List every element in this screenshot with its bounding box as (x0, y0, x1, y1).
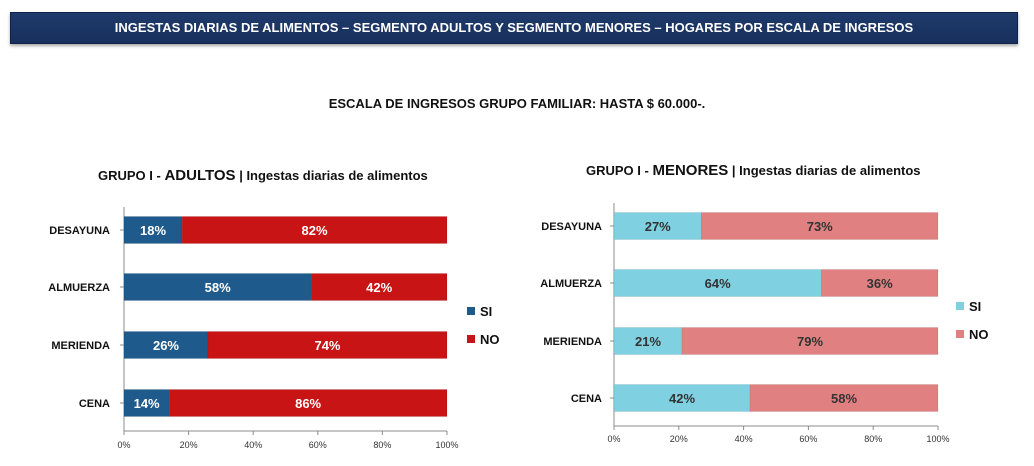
bar-no (168, 389, 448, 417)
chart-title: GRUPO I - MENORES | Ingestas diarias de … (586, 162, 921, 179)
bar-no (181, 216, 448, 244)
legend-label: SI (480, 304, 492, 319)
legend-label: NO (969, 327, 989, 342)
bar-no (749, 384, 939, 412)
bar-si (123, 389, 170, 417)
x-tick-label: 0% (117, 440, 130, 450)
page-banner: INGESTAS DIARIAS DE ALIMENTOS – SEGMENTO… (10, 12, 1018, 44)
data-label: 14% (134, 396, 160, 411)
data-label: 58% (831, 391, 857, 406)
legend-label: SI (969, 299, 981, 314)
data-label: 58% (205, 280, 231, 295)
x-tick-label: 40% (735, 434, 753, 444)
data-label: 42% (669, 391, 695, 406)
legend-swatch (467, 307, 475, 315)
category-label: MERIENDA (543, 336, 602, 348)
category-label: DESAYUNA (541, 221, 602, 233)
x-tick-label: 20% (670, 434, 688, 444)
x-tick-label: 60% (309, 440, 327, 450)
data-label: 73% (807, 219, 833, 234)
chart-title: GRUPO I - ADULTOS | Ingestas diarias de … (98, 167, 428, 184)
category-label: DESAYUNA (49, 225, 110, 237)
x-tick-label: 100% (926, 434, 949, 444)
bar-si (613, 327, 683, 355)
legend-swatch (956, 302, 964, 310)
data-label: 74% (314, 338, 340, 353)
category-label: ALMUERZA (540, 278, 602, 290)
page-subtitle: ESCALA DE INGRESOS GRUPO FAMILIAR: HASTA… (328, 96, 706, 111)
bar-si (613, 212, 702, 240)
legend-label: NO (480, 332, 500, 347)
category-label: MERIENDA (51, 340, 110, 352)
x-tick-label: 60% (799, 434, 817, 444)
data-label: 64% (705, 276, 731, 291)
legend-swatch (467, 335, 475, 343)
data-label: 26% (153, 338, 179, 353)
data-label: 21% (635, 334, 661, 349)
data-label: 36% (867, 276, 893, 291)
category-label: ALMUERZA (48, 282, 110, 294)
bar-si (123, 331, 209, 359)
x-tick-label: 20% (180, 440, 198, 450)
bar-no (207, 331, 448, 359)
data-label: 79% (797, 334, 823, 349)
data-label: 18% (140, 223, 166, 238)
x-tick-label: 80% (373, 440, 391, 450)
bar-no (681, 327, 939, 355)
bar-si (613, 269, 822, 297)
bar-no (311, 273, 448, 301)
x-tick-label: 100% (435, 440, 458, 450)
category-label: CENA (79, 398, 110, 410)
x-tick-label: 0% (607, 434, 620, 444)
x-tick-label: 80% (864, 434, 882, 444)
data-label: 27% (645, 219, 671, 234)
bar-si (123, 273, 312, 301)
bar-no (701, 212, 939, 240)
legend-swatch (956, 330, 964, 338)
data-label: 42% (366, 280, 392, 295)
bar-no (821, 269, 939, 297)
data-label: 82% (302, 223, 328, 238)
x-tick-label: 40% (244, 440, 262, 450)
data-label: 86% (295, 396, 321, 411)
category-label: CENA (571, 393, 602, 405)
